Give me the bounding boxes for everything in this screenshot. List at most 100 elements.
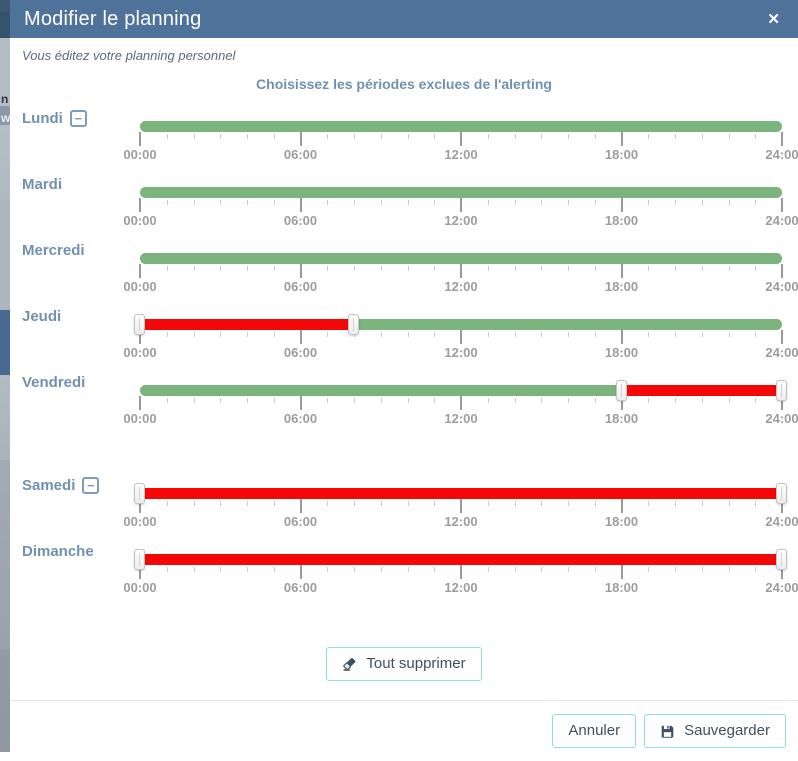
save-button[interactable]: Sauvegarder — [644, 714, 786, 748]
slider-handle[interactable] — [776, 483, 787, 504]
minor-tick-mark — [273, 134, 275, 139]
slider-handle[interactable] — [348, 314, 359, 335]
minor-tick-mark — [568, 332, 569, 337]
minor-tick-mark — [407, 332, 409, 337]
minor-tick-mark — [648, 398, 650, 403]
slider-track — [140, 121, 782, 132]
day-row-samedi: Samedi − 00:00 06:00 12:00 18:00 24:00 — [10, 466, 798, 532]
slider-handle[interactable] — [134, 483, 145, 504]
minor-tick-mark — [594, 134, 596, 139]
minor-tick-mark — [434, 134, 436, 139]
minor-tick-mark — [247, 501, 248, 506]
major-tick-mark — [620, 330, 623, 344]
minor-tick-mark — [514, 332, 516, 337]
minor-tick-mark — [701, 200, 703, 205]
minor-tick-mark — [701, 332, 703, 337]
minor-tick-mark — [487, 134, 489, 139]
minor-tick-mark — [541, 398, 543, 403]
tick-label: 12:00 — [444, 213, 478, 228]
remove-day-button[interactable]: − — [69, 110, 87, 127]
minor-tick-mark — [193, 501, 195, 506]
clear-all-wrap: Tout supprimer — [10, 647, 798, 681]
minor-tick-mark — [675, 332, 676, 337]
slider-handle[interactable] — [776, 380, 787, 401]
close-button[interactable]: ✕ — [763, 10, 784, 29]
major-tick-mark — [460, 565, 462, 579]
day-row-vendredi: Vendredi 00:00 06:00 12:00 18:00 24:00 — [10, 363, 798, 429]
major-tick-mark — [460, 132, 462, 146]
minor-tick-mark — [755, 501, 757, 506]
tick-label: 12:00 — [444, 279, 478, 294]
minor-tick-mark — [701, 567, 703, 572]
day-row-jeudi: Jeudi 00:00 06:00 12:00 18:00 24:00 — [10, 297, 798, 363]
time-range-slider[interactable]: 00:00 06:00 12:00 18:00 24:00 — [123, 121, 798, 162]
clear-all-button[interactable]: Tout supprimer — [326, 647, 482, 681]
major-tick-mark — [139, 198, 141, 212]
slider-handle[interactable] — [615, 380, 627, 401]
day-name: Samedi — [22, 477, 76, 494]
minor-tick-mark — [648, 266, 650, 271]
remove-day-button[interactable]: − — [82, 477, 100, 494]
slider-handle[interactable] — [134, 314, 145, 335]
minor-tick-mark — [675, 567, 676, 572]
minor-tick-mark — [247, 266, 248, 271]
minor-tick-mark — [220, 567, 222, 572]
major-tick-mark — [139, 132, 141, 146]
cancel-label: Annuler — [568, 722, 621, 739]
minor-tick-mark — [273, 501, 275, 506]
minor-tick-mark — [594, 200, 596, 205]
minor-tick-mark — [701, 134, 703, 139]
major-tick-mark — [781, 330, 783, 344]
time-range-slider[interactable]: 00:00 06:00 12:00 18:00 24:00 — [123, 187, 798, 228]
tick-label: 06:00 — [283, 213, 318, 228]
minor-tick-mark — [568, 567, 569, 572]
minor-tick-mark — [193, 332, 195, 337]
save-icon — [660, 724, 675, 739]
tick-label: 18:00 — [604, 514, 639, 529]
minor-tick-mark — [354, 398, 355, 403]
day-name: Dimanche — [22, 543, 94, 560]
minor-tick-mark — [193, 134, 195, 139]
minor-tick-mark — [675, 266, 676, 271]
minor-tick-mark — [594, 398, 596, 403]
minor-tick-mark — [701, 501, 703, 506]
slider-segment-excluded — [140, 488, 782, 499]
day-row-mardi: Mardi 00:00 06:00 12:00 18:00 24:00 — [10, 165, 798, 231]
minor-tick-mark — [247, 200, 248, 205]
minor-tick-mark — [407, 200, 409, 205]
major-tick-mark — [781, 565, 783, 579]
time-range-slider[interactable]: 00:00 06:00 12:00 18:00 24:00 — [123, 380, 798, 426]
tick-label: 00:00 — [123, 279, 157, 294]
tick-label: 18:00 — [604, 279, 639, 294]
slider-handle[interactable] — [776, 549, 787, 570]
slider-handle[interactable] — [134, 549, 145, 570]
minor-tick-mark — [728, 398, 730, 403]
time-range-slider[interactable]: 00:00 06:00 12:00 18:00 24:00 — [123, 253, 798, 294]
major-tick-mark — [139, 330, 141, 344]
day-name: Mercredi — [22, 242, 85, 259]
minor-tick-mark — [487, 332, 489, 337]
minor-tick-mark — [273, 567, 275, 572]
major-tick-mark — [781, 264, 783, 278]
major-tick-mark — [460, 330, 462, 344]
major-tick-mark — [781, 396, 783, 410]
cancel-button[interactable]: Annuler — [552, 714, 637, 748]
major-tick-mark — [620, 198, 623, 212]
minor-tick-mark — [327, 134, 329, 139]
tick-label: 12:00 — [444, 345, 478, 360]
time-range-slider[interactable]: 00:00 06:00 12:00 18:00 24:00 — [123, 483, 798, 529]
time-range-slider[interactable]: 00:00 06:00 12:00 18:00 24:00 — [123, 314, 798, 360]
minor-tick-mark — [541, 567, 543, 572]
minor-tick-mark — [354, 200, 355, 205]
day-label: Dimanche — [22, 543, 94, 560]
tick-label: 06:00 — [283, 345, 318, 360]
row-gap — [10, 429, 798, 466]
minor-tick-mark — [648, 501, 650, 506]
major-tick-mark — [620, 396, 623, 410]
time-range-slider[interactable]: 00:00 06:00 12:00 18:00 24:00 — [123, 549, 798, 595]
tick-label: 12:00 — [444, 147, 478, 162]
slider-segment-excluded — [140, 554, 782, 565]
minor-tick-mark — [728, 567, 730, 572]
save-label: Sauvegarder — [684, 722, 770, 739]
major-tick-mark — [299, 565, 302, 579]
